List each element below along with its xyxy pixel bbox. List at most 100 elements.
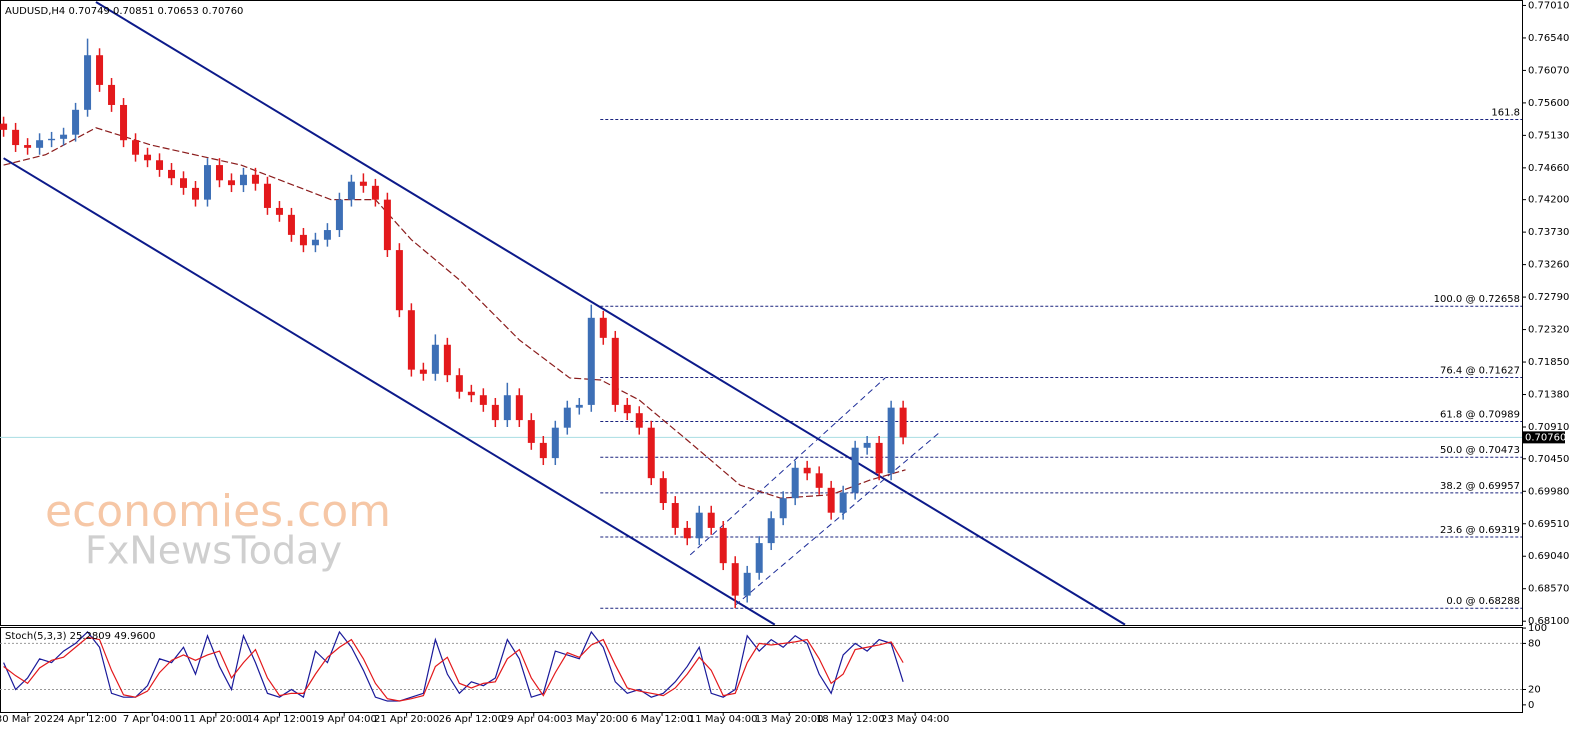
candle-body <box>275 207 283 215</box>
x-tick-label: 21 Apr 20:00 <box>374 714 439 725</box>
y-tick-label: 0.71380 <box>1528 390 1569 401</box>
candle-body <box>575 404 583 408</box>
candle-body <box>311 239 319 246</box>
candle-body <box>743 572 751 596</box>
candle-body <box>623 404 631 414</box>
main-panel <box>0 0 1523 626</box>
candle-body <box>84 55 92 110</box>
fib-label: 0.0 @ 0.68288 <box>1446 596 1520 607</box>
y-tick-label: 20 <box>1528 685 1541 696</box>
channel-line <box>734 431 941 606</box>
x-tick-label: 7 Apr 04:00 <box>123 714 182 725</box>
candle-body <box>36 140 44 148</box>
x-tick-label: 11 Apr 20:00 <box>183 714 248 725</box>
x-tick-label: 18 May 12:00 <box>816 714 885 725</box>
candle-body <box>503 395 511 421</box>
candle-body <box>635 413 643 428</box>
y-tick-label: 0.74200 <box>1528 195 1569 206</box>
candle-body <box>647 427 655 479</box>
candle-body <box>419 369 427 374</box>
candle-body <box>263 183 271 208</box>
candle-body <box>539 442 547 459</box>
candle-body <box>767 518 775 544</box>
x-tick-label: 11 May 04:00 <box>689 714 758 725</box>
x-tick-label: 23 May 04:00 <box>881 714 950 725</box>
y-tick-label: 0.75600 <box>1528 98 1569 109</box>
candle-body <box>563 407 571 428</box>
candle-body <box>251 174 259 184</box>
candle-body <box>671 503 679 528</box>
candle-body <box>875 442 883 474</box>
candle-body <box>863 442 871 448</box>
candle-body <box>683 527 691 539</box>
candle-body <box>48 138 56 141</box>
y-tick-label: 0.69510 <box>1528 519 1569 530</box>
candle-body <box>815 473 823 488</box>
stoch-plot <box>0 630 1522 702</box>
candle-body <box>132 140 140 155</box>
fib-label: 61.8 @ 0.70989 <box>1440 410 1520 421</box>
x-tick-label: 26 Apr 12:00 <box>439 714 504 725</box>
candle-body <box>323 230 331 240</box>
candle-body <box>407 310 415 370</box>
watermark: FxNewsToday <box>85 529 342 573</box>
y-tick-label: 0.69040 <box>1528 551 1569 562</box>
candle-body <box>227 180 235 186</box>
candle-body <box>299 234 307 246</box>
last-price-label: 0.70760 <box>1525 432 1566 443</box>
candle-body <box>455 375 463 392</box>
candle-body <box>899 407 907 438</box>
y-tick-label: 0.73260 <box>1528 260 1569 271</box>
candle-body <box>168 169 176 179</box>
candle-body <box>587 317 595 405</box>
fib-label: 23.6 @ 0.69319 <box>1440 525 1520 536</box>
candle-body <box>371 185 379 200</box>
channel-line <box>95 1 1126 625</box>
candle-body <box>239 174 247 186</box>
stoch-line <box>3 636 904 702</box>
candle-body <box>215 165 223 181</box>
candle-body <box>24 145 32 148</box>
fib-label: 100.0 @ 0.72658 <box>1434 294 1520 305</box>
y-tick-label: 0.68100 <box>1528 616 1569 627</box>
x-tick-label: 14 Apr 12:00 <box>247 714 312 725</box>
y-tick-label: 0.76070 <box>1528 65 1569 76</box>
candle-body <box>803 467 811 474</box>
candle-body <box>731 563 739 596</box>
candle-body <box>383 199 391 251</box>
fib-label: 38.2 @ 0.69957 <box>1440 481 1520 492</box>
chart-title: AUDUSD,H4 0.70749 0.70851 0.70653 0.7076… <box>5 6 243 17</box>
candle-body <box>611 337 619 405</box>
y-tick-label: 0.77010 <box>1528 0 1569 11</box>
candle-body <box>827 487 835 513</box>
candle-body <box>779 498 787 519</box>
y-tick-label: 80 <box>1528 638 1541 649</box>
candle-body <box>431 344 439 374</box>
candle-body <box>599 317 607 338</box>
candle-body <box>695 512 703 539</box>
watermark: economies.com <box>45 486 391 537</box>
candle-body <box>479 395 487 405</box>
candle-body <box>659 478 667 504</box>
fib-label: 161.8 <box>1491 108 1520 119</box>
fib-label: 76.4 @ 0.71627 <box>1440 365 1520 376</box>
y-tick-label: 0.73730 <box>1528 227 1569 238</box>
candle-body <box>551 427 559 459</box>
y-tick-label: 0.68570 <box>1528 584 1569 595</box>
candle-body <box>359 181 367 186</box>
stoch-panel <box>0 627 1523 713</box>
last-price-box <box>1523 431 1565 444</box>
x-tick-label: 30 Mar 2022 <box>0 714 59 725</box>
x-tick-label: 29 Apr 04:00 <box>501 714 566 725</box>
x-tick-label: 3 May 20:00 <box>566 714 628 725</box>
channel-line <box>3 157 776 625</box>
candle-body <box>851 447 859 493</box>
candle-body <box>72 109 80 135</box>
x-tick-label: 13 May 20:00 <box>755 714 824 725</box>
stoch-title: Stoch(5,3,3) 25.2809 49.9600 <box>5 631 156 642</box>
candle-body <box>287 214 295 235</box>
candle-body <box>96 55 104 85</box>
candle-body <box>791 467 799 499</box>
candle-body <box>144 154 152 161</box>
candle-body <box>887 407 895 474</box>
